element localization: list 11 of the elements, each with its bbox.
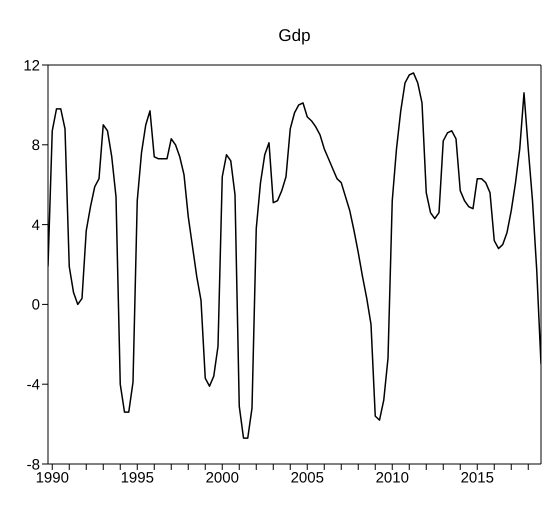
x-tick-label: 2000 (206, 470, 239, 487)
x-tick-label: 2005 (290, 470, 324, 487)
chart-title: Gdp (277, 26, 312, 46)
x-tick-label: 2015 (460, 470, 494, 487)
y-tick-label: -4 (26, 376, 40, 394)
x-tick-label: 1995 (120, 470, 154, 487)
y-tick-label: 12 (23, 57, 40, 74)
y-tick-label: 4 (32, 216, 40, 234)
y-tick-label: 0 (32, 296, 40, 314)
x-tick-label: 2010 (376, 470, 409, 487)
y-tick-label: 8 (32, 137, 40, 154)
